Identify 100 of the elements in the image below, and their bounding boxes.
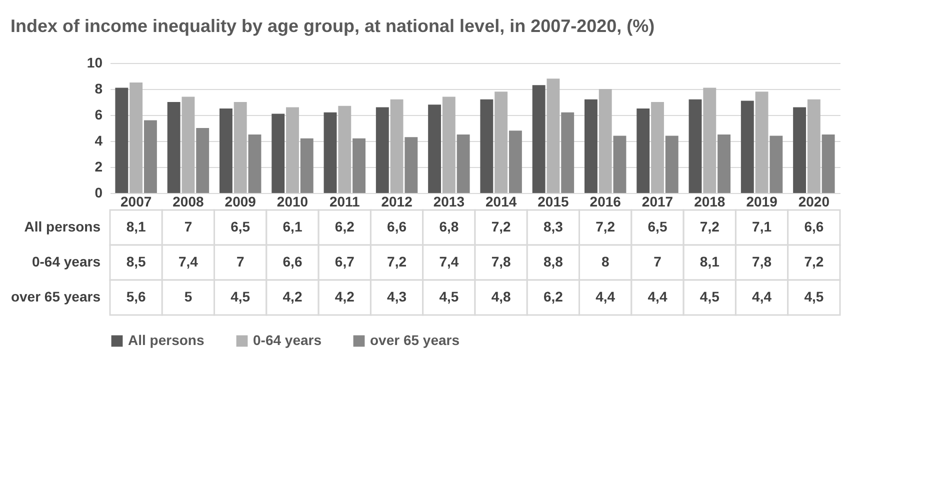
bar: [234, 102, 247, 193]
bar: [688, 99, 702, 193]
x-tick-label: 2020: [798, 194, 830, 210]
bar: [167, 102, 180, 193]
bar: [428, 104, 442, 193]
data-label: 7: [236, 254, 244, 270]
data-label: 6,6: [282, 254, 302, 270]
data-label: 7,8: [752, 254, 772, 270]
data-label: 8,1: [126, 218, 146, 234]
bar: [613, 136, 626, 193]
text: over 65 years: [10, 288, 100, 304]
data-label: 4,4: [648, 288, 668, 304]
bar: [494, 92, 508, 193]
bar: [196, 128, 210, 193]
x-tick-label: 2018: [694, 194, 726, 210]
bar: [248, 134, 262, 193]
bar: [532, 85, 546, 193]
data-label: 4,4: [752, 288, 772, 304]
data-label: 4,2: [282, 288, 302, 304]
y-tick-label: 2: [94, 158, 103, 174]
y-tick-label: 4: [94, 132, 103, 148]
x-tick-label: 2011: [329, 194, 360, 210]
data-label: 7,2: [804, 254, 824, 270]
y-tick-label: 6: [94, 106, 103, 122]
bar: [807, 99, 820, 193]
data-label: 6,6: [387, 218, 407, 234]
x-tick-label: 2007: [120, 194, 152, 210]
data-label: 4,2: [334, 288, 355, 304]
data-label: 6,6: [804, 218, 824, 234]
chart-title: Index of income inequality by age group, at national level, in 2007-2020, (%): [10, 16, 655, 36]
data-label: 8: [601, 254, 610, 270]
data-label: 8,5: [126, 254, 146, 270]
data-label: 5,6: [126, 288, 146, 304]
bar: [480, 99, 494, 193]
bar: [755, 92, 768, 193]
data-label: 7,2: [491, 218, 512, 234]
bar: [718, 134, 730, 193]
bar: [442, 96, 456, 193]
bar: [115, 88, 128, 193]
bar: [352, 138, 366, 193]
bar: [390, 99, 404, 193]
data-label: 4,5: [700, 288, 720, 304]
text: 0-64 years: [32, 254, 100, 270]
bar: [144, 120, 157, 193]
data-label: 6,5: [230, 218, 250, 234]
x-tick-label: 2010: [276, 194, 308, 210]
x-tick-label: 2012: [381, 194, 413, 210]
x-tick-label: 2013: [433, 194, 465, 210]
data-label: 7,4: [178, 254, 198, 270]
data-label: 7,1: [752, 218, 772, 234]
x-tick-label: 2016: [590, 194, 622, 210]
bar: [324, 112, 337, 193]
data-label: 6,2: [334, 218, 355, 234]
data-label: 6,7: [334, 254, 355, 270]
bar: [598, 89, 612, 193]
bar: [338, 106, 352, 193]
data-label: 4,5: [804, 288, 824, 304]
data-label: 7: [184, 218, 192, 234]
bar: [651, 102, 664, 193]
bar: [770, 136, 783, 193]
data-label: 4,5: [439, 288, 459, 304]
x-tick-label: 2009: [224, 194, 256, 210]
data-label: 7,2: [596, 218, 616, 234]
data-label: 6,5: [648, 218, 668, 234]
bar: [456, 134, 470, 193]
y-tick-label: 10: [86, 54, 103, 70]
bar: [546, 78, 560, 193]
bar: [740, 100, 754, 193]
data-label: 7,8: [491, 254, 512, 270]
bar: [300, 138, 314, 193]
x-tick-label: 2015: [538, 194, 569, 210]
bar: [636, 108, 650, 193]
data-label: 4,8: [491, 288, 512, 304]
bar: [404, 137, 418, 193]
text: All persons: [24, 218, 100, 234]
data-label: 7,2: [387, 254, 407, 270]
data-label: 8,1: [700, 254, 720, 270]
bar: [665, 136, 678, 193]
y-tick-label: 8: [94, 80, 103, 96]
data-label: 4,3: [387, 288, 407, 304]
data-label: 7: [654, 254, 662, 270]
data-label: 4,5: [230, 288, 250, 304]
x-tick-label: 2014: [485, 194, 517, 210]
bar: [561, 112, 574, 193]
bar: [376, 107, 389, 193]
bar: [286, 107, 299, 193]
data-label: 4,4: [596, 288, 616, 304]
data-label: 6,1: [282, 218, 302, 234]
data-label: 8,8: [543, 254, 564, 270]
data-label: 6,8: [439, 218, 459, 234]
bar: [220, 108, 232, 193]
bar: [182, 96, 195, 193]
bar: [508, 130, 522, 193]
x-tick-label: 2019: [746, 194, 778, 210]
data-label: 7,4: [439, 254, 459, 270]
data-label: 6,2: [543, 288, 564, 304]
x-tick-label: 2017: [642, 194, 674, 210]
legend-label: 0-64 years: [253, 332, 322, 348]
y-tick-label: 0: [94, 184, 103, 200]
legend-label: All persons: [128, 332, 204, 348]
